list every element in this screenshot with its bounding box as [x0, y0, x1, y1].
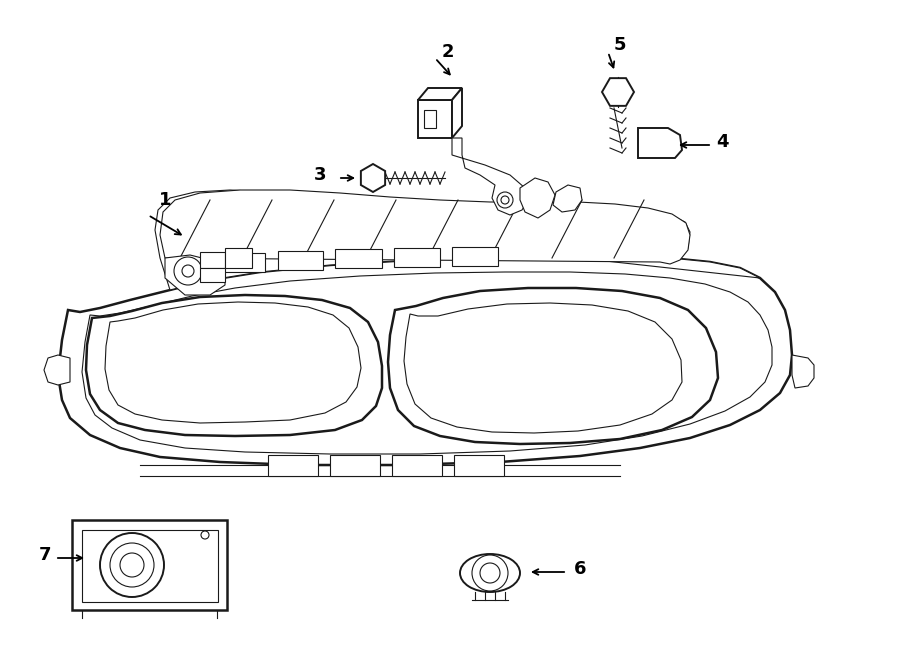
Polygon shape [553, 185, 582, 212]
Circle shape [480, 563, 500, 583]
Circle shape [120, 553, 144, 577]
Bar [225, 248, 252, 268]
Text: 4: 4 [716, 133, 728, 151]
Circle shape [201, 531, 209, 539]
Circle shape [174, 257, 202, 285]
Polygon shape [86, 295, 382, 436]
Polygon shape [44, 355, 70, 385]
Bar [394, 248, 440, 267]
Circle shape [100, 533, 164, 597]
Bar [200, 252, 225, 268]
Bar [278, 251, 323, 270]
Polygon shape [638, 128, 682, 158]
Bar [330, 455, 380, 476]
Text: 5: 5 [614, 36, 626, 54]
Polygon shape [361, 164, 385, 192]
Polygon shape [424, 110, 436, 128]
Text: 1: 1 [158, 191, 171, 209]
Circle shape [110, 543, 154, 587]
Circle shape [472, 555, 508, 591]
Polygon shape [82, 272, 772, 454]
Polygon shape [792, 355, 814, 388]
Bar [200, 268, 225, 282]
Polygon shape [160, 190, 690, 264]
Circle shape [182, 265, 194, 277]
Text: 7: 7 [39, 546, 51, 564]
Ellipse shape [460, 554, 520, 592]
Polygon shape [602, 78, 634, 106]
Circle shape [501, 196, 509, 204]
Circle shape [497, 192, 513, 208]
Bar [335, 249, 382, 268]
Polygon shape [105, 302, 361, 423]
Bar [82, 530, 218, 602]
Bar [268, 455, 318, 476]
Polygon shape [418, 88, 462, 100]
Polygon shape [452, 88, 462, 138]
Polygon shape [165, 255, 225, 295]
Bar [392, 455, 442, 476]
Polygon shape [418, 100, 452, 138]
Text: 2: 2 [442, 43, 454, 61]
Bar [72, 520, 227, 610]
Polygon shape [404, 303, 682, 433]
Polygon shape [520, 178, 555, 218]
Text: 3: 3 [314, 166, 327, 184]
Polygon shape [58, 256, 792, 465]
Bar [452, 247, 498, 266]
Bar [454, 455, 504, 476]
Polygon shape [388, 288, 718, 444]
Polygon shape [452, 138, 528, 215]
Polygon shape [155, 190, 760, 290]
Bar [220, 253, 265, 272]
Text: 6: 6 [574, 560, 586, 578]
